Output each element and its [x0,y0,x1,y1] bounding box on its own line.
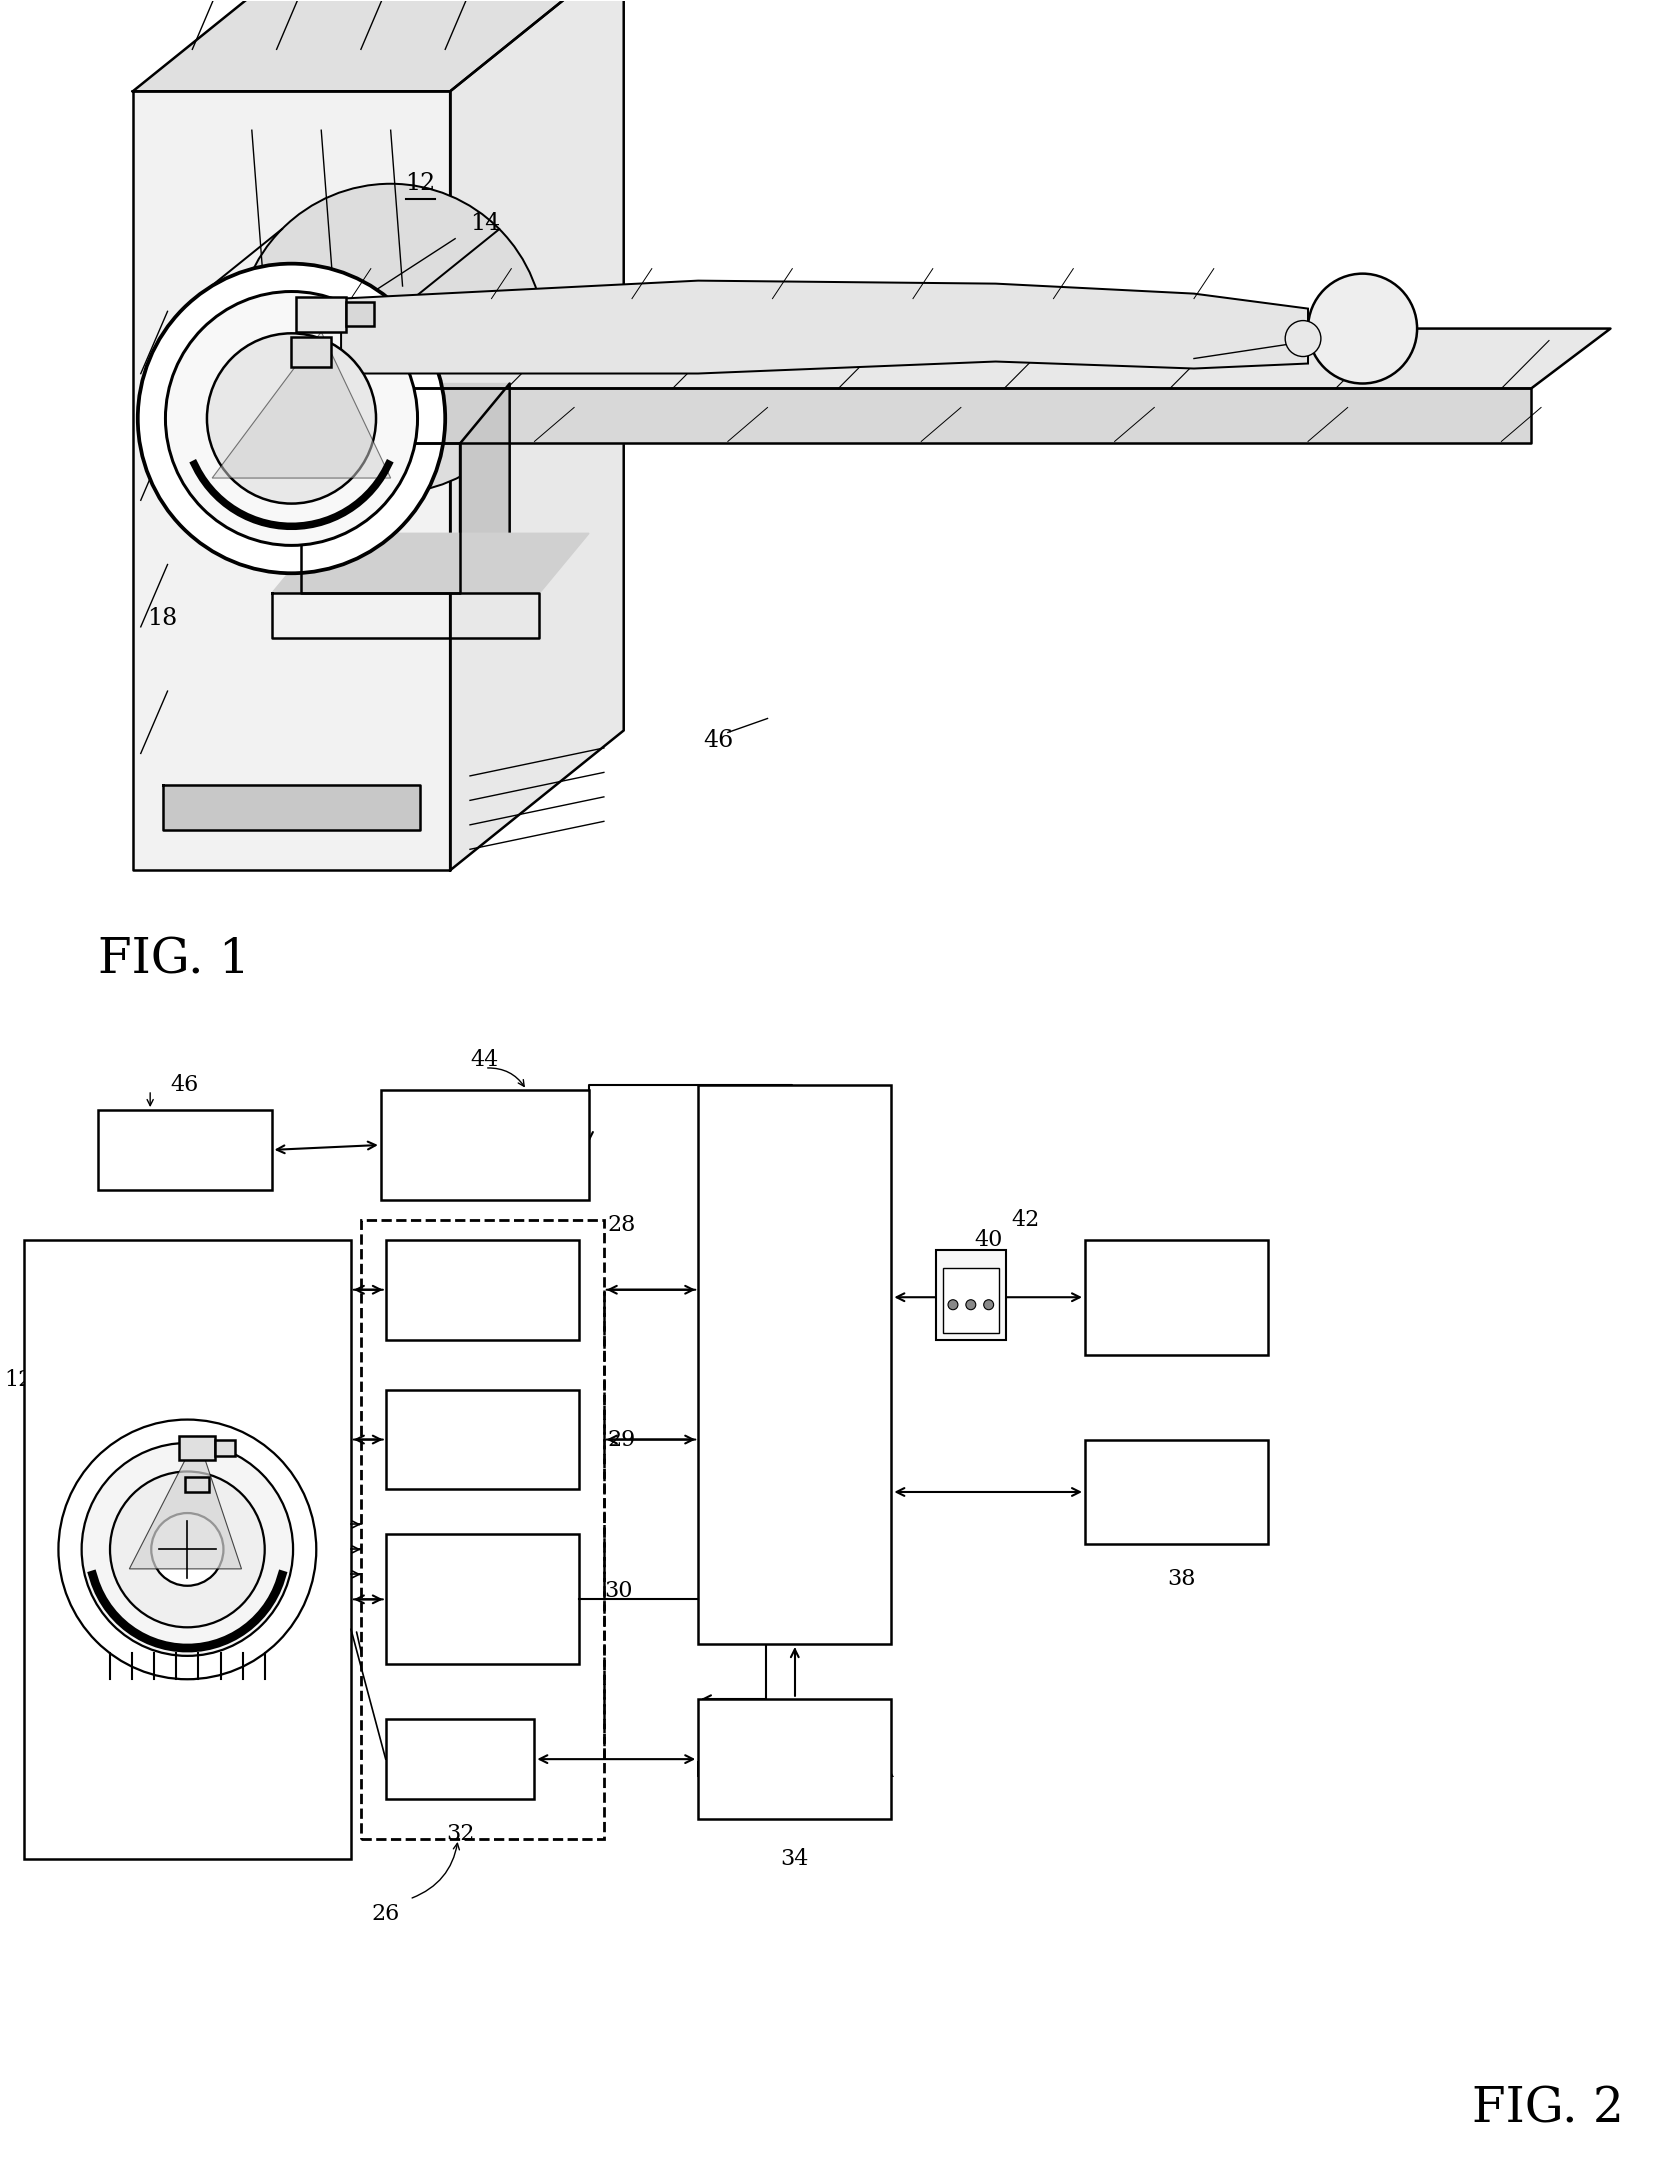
Text: MOTOR: MOTOR [441,1588,524,1610]
Text: 16: 16 [60,1558,88,1580]
Circle shape [206,333,376,503]
Bar [291,337,331,368]
Circle shape [983,1299,993,1310]
Polygon shape [449,0,624,870]
Text: 38: 38 [1166,1569,1195,1591]
Bar [381,1090,589,1199]
Bar [296,296,346,333]
Text: 22: 22 [356,396,386,420]
Bar [346,302,374,326]
Text: DAS: DAS [434,1747,486,1771]
Text: IMAGE: IMAGE [759,1736,830,1758]
Text: 34: 34 [780,1847,809,1869]
Text: 14: 14 [203,1423,231,1447]
Text: OPERATOR: OPERATOR [1117,1275,1236,1295]
Polygon shape [130,1436,241,1569]
Text: STORAGE: STORAGE [1123,1495,1230,1514]
Bar [386,1534,579,1665]
Text: 44: 44 [471,1049,499,1071]
Text: COLLIMATOR: COLLIMATOR [411,1417,554,1438]
Text: GANTRY: GANTRY [438,1565,527,1586]
Bar [23,1240,351,1858]
Bar [386,1240,579,1340]
Polygon shape [459,383,509,594]
Circle shape [165,292,418,546]
Text: FIG. 1: FIG. 1 [98,936,250,984]
Circle shape [236,183,544,494]
Bar [935,1249,1005,1340]
Polygon shape [261,390,1531,444]
Bar [697,1086,890,1645]
Text: 19: 19 [123,1473,151,1495]
Text: CONTROLLER: CONTROLLER [409,1147,559,1166]
Circle shape [110,1471,265,1628]
Text: 20: 20 [183,1665,211,1689]
Text: 40: 40 [973,1229,1002,1251]
Text: TABLE MOTOR: TABLE MOTOR [404,1123,564,1142]
Polygon shape [211,333,391,479]
Bar [697,1699,890,1819]
Text: RECONSTRUCTOR: RECONSTRUCTOR [694,1760,895,1782]
Circle shape [1285,320,1320,357]
Circle shape [947,1299,957,1310]
Polygon shape [271,533,589,594]
Bar [386,1719,534,1800]
Bar [180,1436,215,1460]
Circle shape [965,1299,975,1310]
Circle shape [151,1512,223,1586]
Circle shape [1308,274,1416,383]
Polygon shape [261,329,1609,390]
Bar [215,1441,235,1456]
Text: 46: 46 [171,1075,200,1097]
Polygon shape [341,281,1308,374]
Circle shape [82,1443,293,1656]
Text: CONTROLLER: CONTROLLER [408,1612,557,1634]
Bar [1085,1240,1268,1356]
Text: MASS: MASS [1145,1471,1206,1491]
Text: 10: 10 [1030,294,1060,318]
Circle shape [58,1419,316,1680]
Text: 12: 12 [5,1369,33,1390]
Polygon shape [163,786,421,831]
Text: 46: 46 [702,729,732,753]
Text: 14: 14 [469,213,499,235]
Bar [361,1221,604,1839]
Bar [386,1390,579,1491]
Text: 18: 18 [148,607,178,629]
Text: 30: 30 [604,1580,632,1602]
Text: 12: 12 [404,172,436,196]
Text: 18: 18 [261,1558,290,1580]
Text: 36: 36 [779,1118,809,1142]
Bar [942,1269,998,1332]
Polygon shape [133,91,449,870]
Text: 28: 28 [607,1214,636,1236]
Text: CONSOLE: CONSOLE [1122,1299,1230,1319]
Bar [1085,1441,1268,1545]
Text: CONTROLLER: CONTROLLER [408,1293,557,1312]
Circle shape [138,263,444,572]
Bar [185,1478,210,1493]
Polygon shape [301,383,509,444]
Polygon shape [133,0,624,91]
Bar [98,1110,271,1190]
Text: X-RAY: X-RAY [451,1269,514,1288]
Text: 24: 24 [221,1549,250,1571]
Text: FIG. 2: FIG. 2 [1471,2085,1622,2132]
Text: 29: 29 [607,1430,636,1451]
Text: TABLE: TABLE [146,1138,223,1162]
Text: 32: 32 [446,1823,474,1845]
Text: 48: 48 [158,437,188,459]
Text: 26: 26 [371,1904,399,1926]
Text: CONTROLLER: CONTROLLER [408,1441,557,1462]
Text: 22: 22 [85,1558,113,1580]
Text: 42: 42 [1010,1210,1038,1232]
Text: COMPUTER: COMPUTER [724,1382,865,1406]
